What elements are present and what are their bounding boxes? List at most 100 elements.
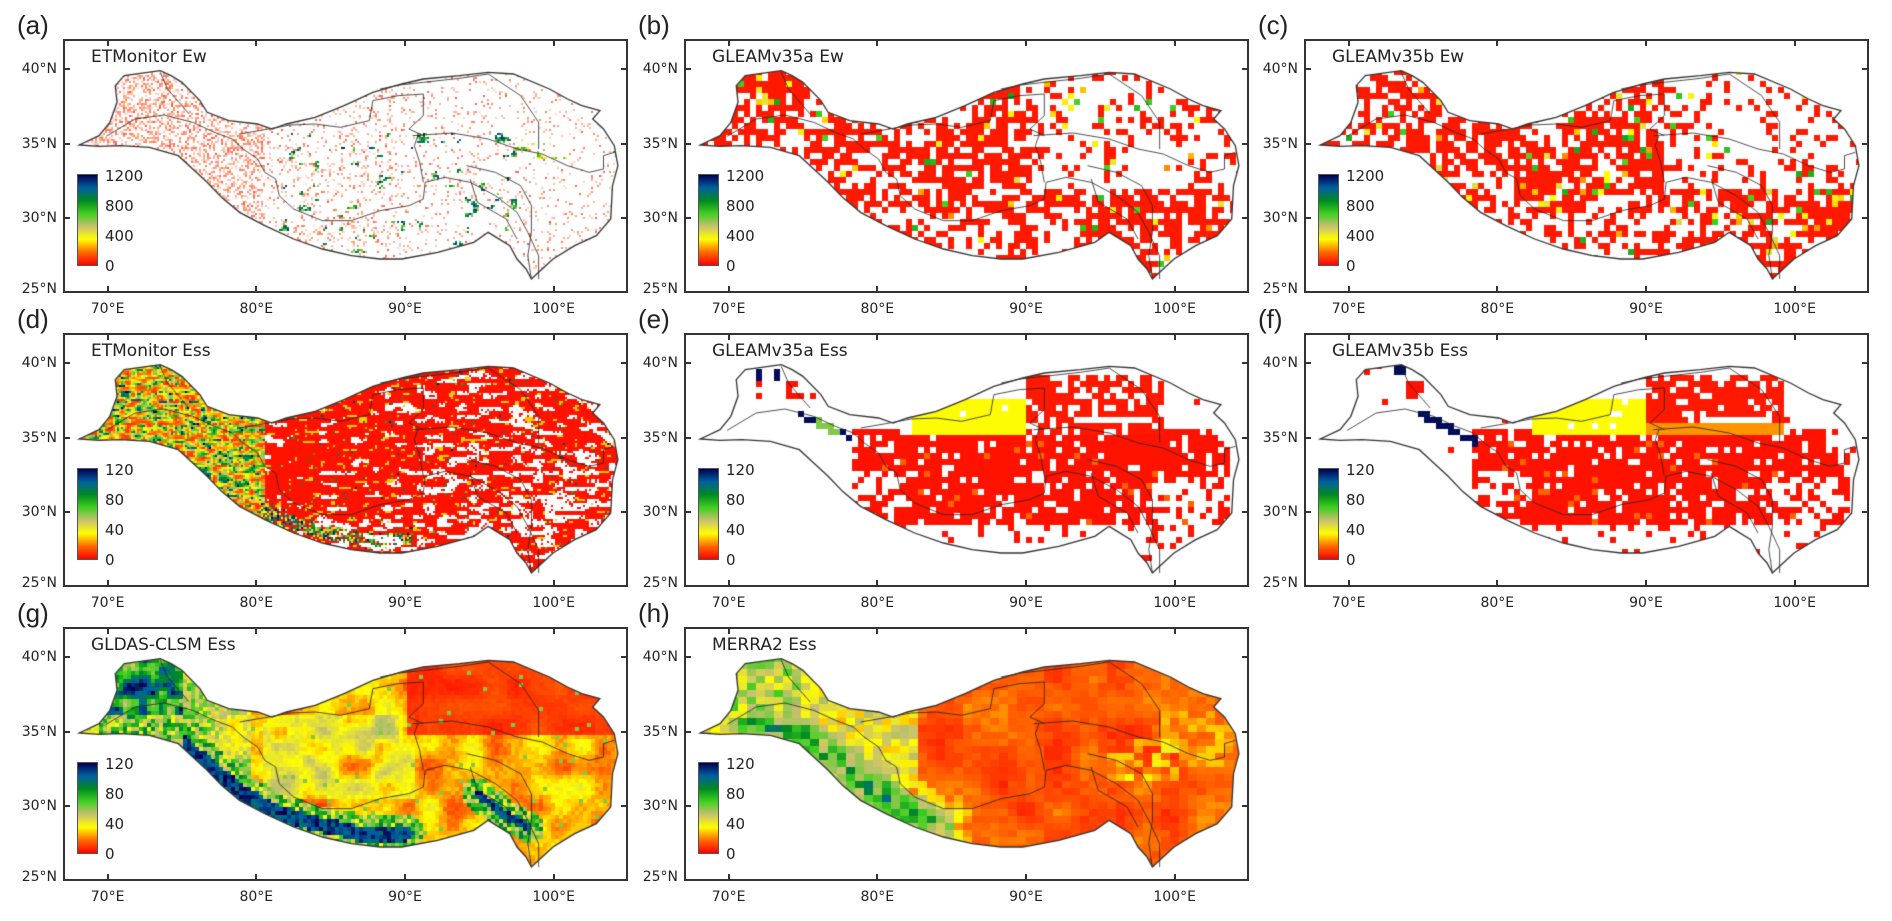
lon-tick — [727, 874, 730, 881]
lat-tick-label: 30°N — [21, 798, 57, 815]
colorbar-tick-label: 40 — [726, 521, 746, 539]
lon-tick — [1496, 286, 1499, 293]
colorbar — [77, 174, 98, 266]
lat-tick — [63, 217, 70, 220]
lat-tick — [1242, 142, 1249, 145]
lon-tick — [106, 580, 109, 587]
lat-tick — [63, 655, 70, 658]
lon-tick — [1024, 874, 1027, 881]
lat-tick — [1304, 142, 1311, 145]
map-panel: (f) GLEAMv35b Ess 70°E 80°E 90°E 100°E 25°N 30°… — [1258, 306, 1869, 611]
lon-tick-label: 70°E — [90, 595, 125, 611]
lon-tick — [403, 39, 406, 46]
panel-title: ETMonitor Ew — [91, 47, 207, 67]
lat-tick-label: 35°N — [21, 429, 57, 446]
colorbar-tick-label: 120 — [105, 755, 134, 773]
lon-tick — [106, 627, 109, 634]
lat-tick-label: 25°N — [642, 281, 678, 297]
lat-tick — [684, 217, 691, 220]
lat-tick — [1862, 511, 1869, 514]
lat-tick — [1304, 361, 1311, 364]
lon-tick-label: 90°E — [1009, 301, 1043, 317]
colorbar-tick-label: 800 — [1346, 197, 1375, 215]
lon-tick-label: 70°E — [90, 301, 125, 317]
lon-tick-label: 100°E — [1153, 301, 1196, 317]
lon-tick-label: 80°E — [860, 889, 895, 905]
lon-tick — [255, 874, 258, 881]
colorbar-tick-label: 80 — [105, 785, 125, 803]
lon-tick — [1173, 627, 1176, 634]
colorbar — [77, 762, 98, 854]
map-frame — [684, 627, 1249, 881]
map-panel: (a) ETMonitor Ew 70°E 80°E 90°E 100°E 25°N 30°N… — [17, 12, 628, 317]
lat-tick — [684, 805, 691, 808]
colorbar-tick-label: 0 — [105, 551, 115, 569]
lat-tick — [621, 805, 628, 808]
map-frame — [1304, 333, 1869, 587]
colorbar-tick-label: 1200 — [726, 167, 765, 185]
lon-tick-label: 100°E — [1773, 301, 1816, 317]
lat-tick — [1242, 361, 1249, 364]
panel-label: (c) — [1258, 10, 1289, 40]
colorbar — [1318, 174, 1339, 266]
colorbar-tick-label: 0 — [105, 845, 115, 863]
colorbar — [77, 468, 98, 560]
lon-tick — [1173, 333, 1176, 340]
lon-tick — [552, 333, 555, 340]
lat-tick-label: 35°N — [642, 135, 678, 152]
lat-tick — [684, 511, 691, 514]
lon-tick-label: 80°E — [239, 889, 274, 905]
panel-title: GLEAMv35b Ess — [1332, 341, 1469, 361]
lon-tick — [1644, 286, 1647, 293]
lon-tick — [876, 39, 879, 46]
panel-label: (a) — [17, 10, 49, 40]
lat-tick — [1242, 217, 1249, 220]
lon-tick — [403, 874, 406, 881]
lat-tick-label: 35°N — [21, 723, 57, 740]
lat-tick-label: 40°N — [21, 354, 57, 371]
lon-tick — [1347, 39, 1350, 46]
colorbar-tick-label: 40 — [726, 815, 746, 833]
lon-tick — [1173, 580, 1176, 587]
lat-tick-label: 40°N — [21, 648, 57, 665]
lat-tick — [1304, 436, 1311, 439]
panel-label: (d) — [17, 304, 49, 334]
lon-tick — [1024, 333, 1027, 340]
lat-tick — [1304, 67, 1311, 70]
panel-title: GLEAMv35b Ew — [1332, 47, 1465, 67]
map-panel: (g) GLDAS-CLSM Ess 70°E 80°E 90°E 100°E 25°N 30… — [17, 600, 628, 905]
lon-tick — [1793, 580, 1796, 587]
lat-tick — [684, 142, 691, 145]
lon-tick — [552, 580, 555, 587]
lon-tick — [552, 874, 555, 881]
lat-tick-label: 40°N — [1262, 354, 1298, 371]
lon-tick — [876, 580, 879, 587]
lat-tick-label: 30°N — [1262, 210, 1298, 227]
lon-tick — [403, 286, 406, 293]
colorbar-tick-label: 40 — [105, 521, 125, 539]
lat-tick — [63, 67, 70, 70]
lon-tick-label: 80°E — [239, 301, 274, 317]
lat-tick-label: 25°N — [1262, 575, 1298, 591]
map-raster — [63, 627, 628, 881]
lon-tick-label: 100°E — [532, 889, 575, 905]
colorbar-tick-label: 40 — [105, 815, 125, 833]
lat-tick-label: 40°N — [642, 60, 678, 77]
lat-tick-label: 30°N — [642, 798, 678, 815]
lon-tick — [255, 580, 258, 587]
lon-tick — [1024, 39, 1027, 46]
map-raster — [684, 333, 1249, 587]
lat-tick — [621, 217, 628, 220]
lon-tick — [1024, 627, 1027, 634]
lat-tick — [621, 142, 628, 145]
lon-tick-label: 100°E — [1153, 889, 1196, 905]
lon-tick — [1644, 333, 1647, 340]
lon-tick-label: 80°E — [1480, 301, 1515, 317]
colorbar — [698, 174, 719, 266]
map-frame — [63, 627, 628, 881]
colorbar-tick-label: 0 — [726, 257, 736, 275]
lat-tick-label: 35°N — [21, 135, 57, 152]
lon-tick-label: 100°E — [1153, 595, 1196, 611]
colorbar-tick-label: 80 — [105, 491, 125, 509]
lon-tick — [552, 627, 555, 634]
